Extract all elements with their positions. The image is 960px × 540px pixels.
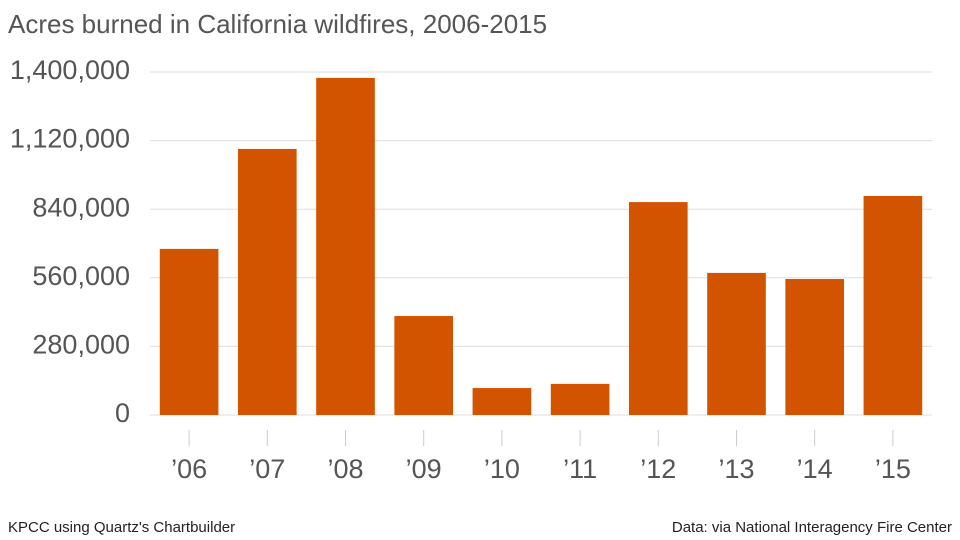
source: Data: via National Interagency Fire Cent… xyxy=(672,519,952,536)
bar xyxy=(550,383,610,415)
y-tick-label: 280,000 xyxy=(32,330,130,360)
credit: KPCC using Quartz's Chartbuilder xyxy=(8,519,235,536)
bar xyxy=(472,388,532,415)
x-tick-label: ’08 xyxy=(327,454,363,484)
chart-title: Acres burned in California wildfires, 20… xyxy=(8,9,547,39)
y-tick-label: 1,400,000 xyxy=(10,55,130,85)
y-tick-label: 1,120,000 xyxy=(10,124,130,154)
y-tick-label: 840,000 xyxy=(32,192,130,222)
x-tick-label: ’13 xyxy=(718,454,754,484)
x-tick-label: ’14 xyxy=(797,454,833,484)
x-tick-label: ’11 xyxy=(563,454,597,484)
x-tick-label: ’09 xyxy=(406,454,442,484)
bar xyxy=(159,248,219,415)
bar xyxy=(628,202,688,415)
bar xyxy=(863,195,923,415)
y-tick-label: 560,000 xyxy=(32,261,130,291)
x-tick-label: ’06 xyxy=(171,454,207,484)
x-tick-label: ’12 xyxy=(640,454,676,484)
bar xyxy=(707,272,766,415)
x-tick-label: ’15 xyxy=(875,454,911,484)
bar xyxy=(237,148,297,415)
bar xyxy=(785,279,845,415)
x-tick-label: ’07 xyxy=(249,454,285,484)
x-tick-label: ’10 xyxy=(484,454,520,484)
bar xyxy=(394,316,454,415)
y-tick-label: 0 xyxy=(115,398,130,428)
bar xyxy=(316,77,375,415)
